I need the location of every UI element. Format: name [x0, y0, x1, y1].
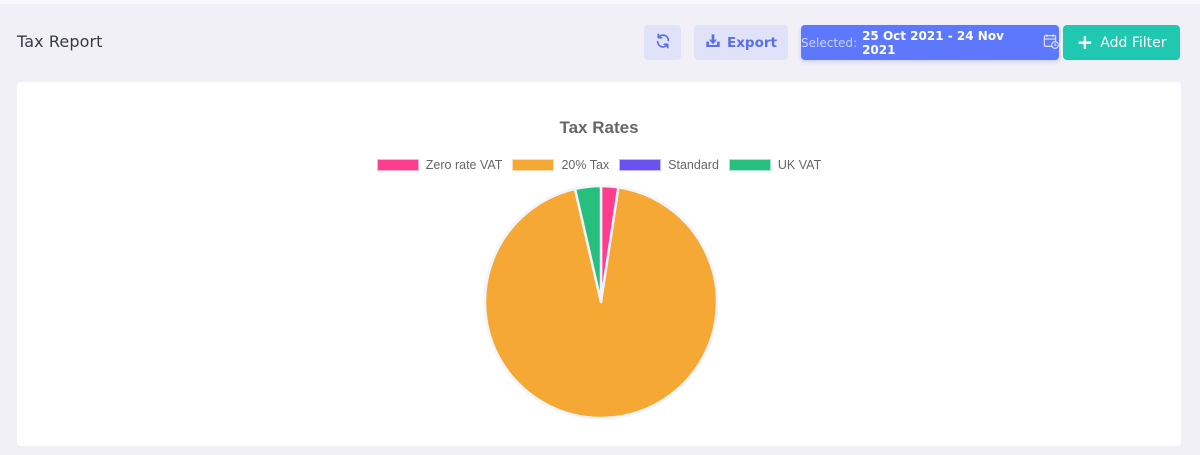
top-strip — [0, 0, 1200, 4]
chart-legend: Zero rate VAT 20% Tax Standard UK VAT — [17, 158, 1181, 172]
legend-swatch — [728, 159, 771, 171]
add-filter-label: Add Filter — [1100, 34, 1167, 51]
page-title: Tax Report — [17, 32, 103, 51]
legend-swatch — [512, 159, 555, 171]
download-tray-icon — [705, 33, 721, 53]
legend-label: 20% Tax — [561, 158, 610, 172]
legend-item[interactable]: Standard — [619, 158, 719, 172]
legend-label: Zero rate VAT — [425, 158, 503, 172]
refresh-button[interactable] — [644, 25, 681, 60]
legend-item[interactable]: 20% Tax — [512, 158, 609, 172]
pie-chart[interactable] — [481, 182, 721, 422]
chart-title: Tax Rates — [559, 118, 639, 137]
date-range-label: Selected: — [801, 35, 858, 50]
calendar-clock-icon — [1043, 33, 1059, 52]
legend-swatch — [376, 159, 419, 171]
export-button[interactable]: Export — [694, 25, 788, 60]
legend-label: UK VAT — [777, 158, 822, 172]
refresh-icon — [655, 32, 671, 53]
add-filter-button[interactable]: + Add Filter — [1063, 25, 1180, 60]
legend-item[interactable]: Zero rate VAT — [376, 158, 503, 172]
chart-card: Tax Rates Zero rate VAT 20% Tax Standard UK… — [17, 82, 1181, 446]
plus-icon: + — [1076, 29, 1094, 54]
export-label: Export — [727, 34, 777, 51]
legend-label: Standard — [668, 158, 719, 172]
date-range-value: 25 Oct 2021 - 24 Nov 2021 — [862, 28, 1004, 57]
legend-swatch — [619, 159, 662, 171]
date-range-picker[interactable]: Selected: 25 Oct 2021 - 24 Nov 2021 — [801, 25, 1059, 60]
legend-item[interactable]: UK VAT — [728, 158, 822, 172]
pie-slice[interactable] — [573, 184, 603, 304]
